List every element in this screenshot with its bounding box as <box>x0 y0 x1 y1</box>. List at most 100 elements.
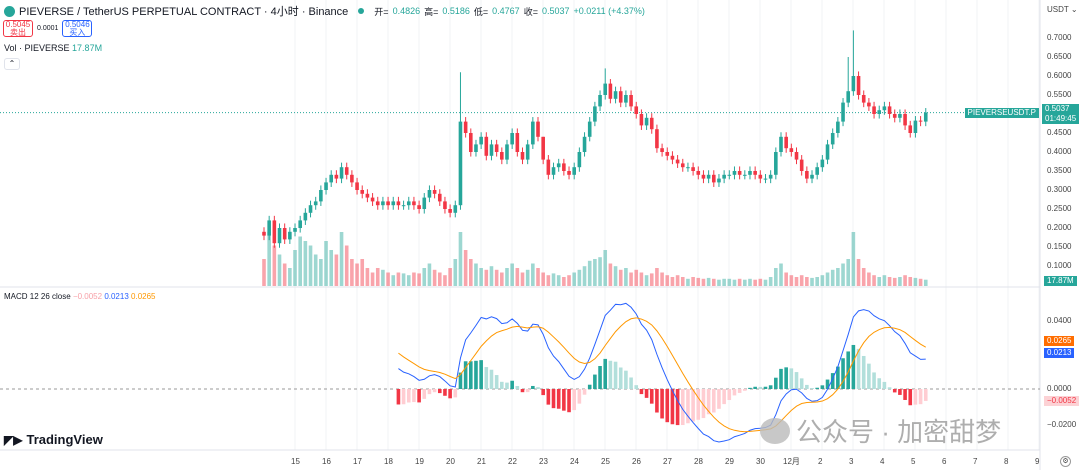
time-tick: 4 <box>880 457 885 466</box>
volume-bar <box>608 263 613 286</box>
candle <box>732 171 737 175</box>
macd-legend[interactable]: MACD 12 26 close −0.0052 0.0213 0.0265 <box>4 292 155 301</box>
macd-histogram-bar <box>701 389 706 419</box>
time-tick: 22 <box>508 457 517 466</box>
volume-bar <box>670 277 675 286</box>
volume-bar <box>339 232 344 286</box>
volume-bar <box>267 232 271 286</box>
candle <box>825 144 830 160</box>
candle <box>427 190 432 198</box>
volume-bar <box>282 263 287 286</box>
volume-bar <box>525 269 530 286</box>
candle <box>634 106 639 114</box>
candle <box>665 152 670 156</box>
settings-icon[interactable]: ⚙ <box>1060 456 1071 467</box>
volume-bar <box>582 266 587 286</box>
countdown: 01:49:45 <box>1045 114 1077 123</box>
macd-histogram-bar <box>805 384 809 389</box>
macd-histogram-bar <box>608 360 613 389</box>
signal-tag: 0.0265 <box>1044 336 1075 346</box>
candle <box>727 174 732 176</box>
candle <box>587 121 592 137</box>
volume-bar <box>779 263 783 286</box>
macd-histogram-bar <box>396 389 401 405</box>
macd-histogram-bar <box>489 369 494 389</box>
time-tick: 27 <box>663 457 672 466</box>
candle <box>334 174 339 179</box>
macd-histogram-bar <box>598 365 602 389</box>
macd-histogram-bar <box>789 368 794 389</box>
macd-histogram-bar <box>898 389 902 395</box>
volume-bar <box>892 277 897 286</box>
volume-bar <box>520 272 525 286</box>
volume-bar <box>453 259 458 286</box>
macd-histogram-bar <box>448 389 452 399</box>
macd-histogram-bar <box>649 389 654 404</box>
volume-bar <box>660 272 664 286</box>
volume-bar <box>288 268 292 286</box>
volume-bar <box>370 272 375 286</box>
candle <box>370 197 375 202</box>
volume-bar <box>401 273 406 286</box>
close-value: 0.5037 <box>541 6 570 16</box>
candle <box>639 114 644 126</box>
volume-bar <box>784 272 788 286</box>
candle <box>768 174 773 179</box>
macd-histogram-bar <box>582 389 587 395</box>
volume-legend[interactable]: Vol · PIEVERSE 17.87M <box>4 43 102 53</box>
volume-bar <box>422 268 427 286</box>
volume-bar <box>629 272 633 286</box>
candle <box>867 102 871 107</box>
macd-histogram-bar <box>867 363 871 389</box>
volume-bar <box>360 259 365 286</box>
macd-histogram-bar <box>510 380 514 389</box>
time-tick: 28 <box>694 457 703 466</box>
macd-histogram-bar <box>711 389 716 413</box>
candle <box>799 159 804 171</box>
chevron-up-icon[interactable]: ⌃ <box>4 58 20 70</box>
volume-bar <box>417 273 421 286</box>
buy-button[interactable]: 0.5046 买入 <box>62 20 93 37</box>
price-tick: 0.1500 <box>1047 242 1072 251</box>
currency-select[interactable]: USDT ⌄ <box>1047 5 1078 14</box>
volume-bar <box>510 263 514 286</box>
symbol-title[interactable]: PIEVERSE / TetherUS PERPETUAL CONTRACT ·… <box>19 6 349 18</box>
volume-bar <box>815 277 819 286</box>
volume-bar <box>665 275 670 286</box>
candle <box>319 190 323 202</box>
macd-histogram-bar <box>562 389 566 411</box>
macd-histogram-bar <box>494 375 499 389</box>
macd-histogram-bar <box>412 389 416 403</box>
price-tick: 0.3000 <box>1047 185 1072 194</box>
candle <box>618 91 623 103</box>
volume-bar <box>748 278 752 286</box>
candle <box>525 144 530 160</box>
candle <box>923 112 928 122</box>
candle <box>515 133 520 152</box>
macd-histogram-bar <box>877 378 882 389</box>
macd-histogram-bar <box>618 367 623 389</box>
volume-bar <box>810 277 814 286</box>
candle <box>567 171 571 175</box>
macd-histogram-bar <box>660 389 664 419</box>
volume-bar <box>675 275 680 286</box>
volume-bar <box>696 277 701 286</box>
candle <box>892 114 897 118</box>
volume-bar <box>406 275 411 286</box>
price-tick: 0.6500 <box>1047 52 1072 61</box>
macd-histogram-bar <box>794 372 799 389</box>
macd-histogram-bar <box>691 389 695 422</box>
candle <box>406 201 411 206</box>
candle <box>660 148 664 152</box>
tradingview-logo[interactable]: ◤▶ TradingView <box>4 432 103 447</box>
macd-histogram-bar <box>670 389 675 425</box>
volume-bar <box>546 275 551 286</box>
volume-bar <box>877 277 882 286</box>
sell-button[interactable]: 0.5045 卖出 <box>3 20 33 37</box>
volume-bar <box>505 268 509 286</box>
price-tick: 0.4500 <box>1047 128 1072 137</box>
volume-bar <box>458 232 463 286</box>
candle <box>288 231 292 240</box>
volume-bar <box>717 279 721 286</box>
